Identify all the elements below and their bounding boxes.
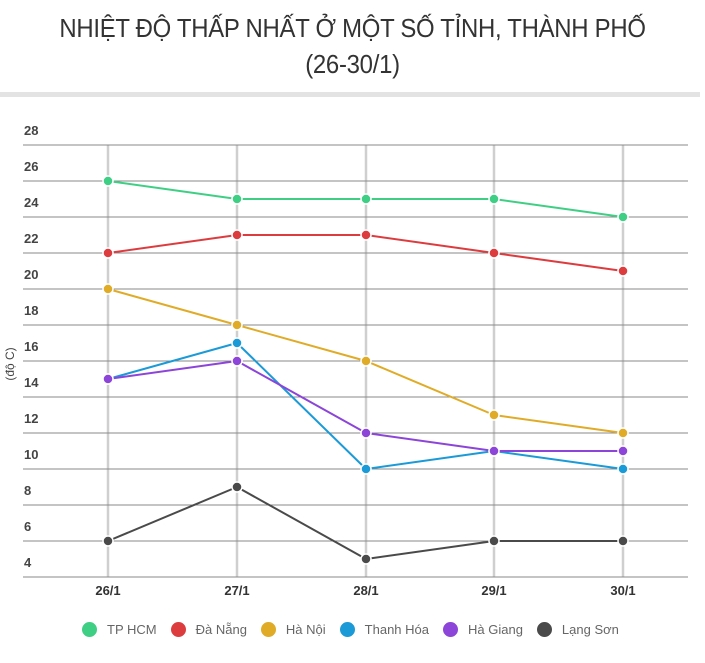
legend-item[interactable]: Thanh Hóa [339, 622, 429, 637]
legend-marker-icon [443, 622, 458, 637]
data-point[interactable] [617, 445, 629, 457]
legend-marker-icon [170, 622, 186, 637]
legend-label: Đà Nẵng [195, 622, 247, 637]
data-point[interactable] [360, 463, 372, 475]
legend-label: Lạng Sơn [561, 622, 619, 637]
data-point[interactable] [488, 247, 500, 259]
legend-label: Thanh Hóa [364, 622, 429, 637]
series-hà-giang [102, 355, 629, 457]
legend-label: TP HCM [107, 622, 157, 637]
data-point[interactable] [102, 247, 114, 259]
series-tp-hcm [102, 175, 629, 223]
y-tick-label: 18 [24, 303, 38, 318]
x-tick-label: 29/1 [481, 583, 506, 598]
data-point[interactable] [488, 445, 500, 457]
data-point[interactable] [102, 373, 114, 385]
y-tick-label: 20 [24, 267, 38, 282]
data-point[interactable] [102, 283, 114, 295]
chart-title: NHIỆT ĐỘ THẤP NHẤT Ở MỘT SỐ TỈNH, THÀNH … [28, 10, 677, 82]
data-point[interactable] [617, 211, 629, 223]
legend-label: Hà Giang [468, 622, 523, 637]
legend-item[interactable]: Lạng Sơn [536, 622, 619, 637]
data-point[interactable] [488, 535, 500, 547]
data-point[interactable] [488, 409, 500, 421]
x-axis-ticks: 26/1 27/1 28/1 29/1 30/1 [95, 583, 635, 598]
x-tick-label: 28/1 [353, 583, 378, 598]
horizontal-gridlines [23, 144, 688, 578]
legend-marker-icon [339, 622, 355, 637]
series-hà-nội [102, 283, 629, 439]
series-lạng-sơn [102, 481, 629, 565]
y-tick-label: 10 [24, 447, 38, 462]
chart-title-line1: NHIỆT ĐỘ THẤP NHẤT Ở MỘT SỐ TỈNH, THÀNH … [59, 13, 646, 43]
x-tick-label: 27/1 [224, 583, 249, 598]
legend-marker-icon [536, 622, 552, 637]
chart-legend: TP HCM Đà Nẵng Hà Nội Thanh Hóa Hà Giang Lạng… [82, 622, 633, 637]
y-tick-label: 4 [24, 555, 32, 570]
y-axis-label: (độ C) [3, 347, 17, 380]
series-lines [102, 175, 629, 565]
y-tick-label: 8 [24, 483, 31, 498]
data-point[interactable] [231, 319, 243, 331]
legend-item[interactable]: Đà Nẵng [170, 622, 247, 637]
legend-item[interactable]: TP HCM [82, 622, 157, 637]
data-point[interactable] [231, 229, 243, 241]
data-point[interactable] [102, 535, 114, 547]
data-point[interactable] [360, 553, 372, 565]
data-point[interactable] [102, 175, 114, 187]
y-tick-label: 16 [24, 339, 38, 354]
title-divider [0, 92, 700, 97]
x-tick-label: 30/1 [610, 583, 635, 598]
data-point[interactable] [231, 481, 243, 493]
data-point[interactable] [360, 229, 372, 241]
y-tick-label: 14 [24, 375, 39, 390]
legend-label: Hà Nội [285, 622, 326, 637]
series-đà-nẵng [102, 229, 629, 277]
y-axis-ticks: 4 6 8 10 12 14 16 18 20 22 24 26 28 [24, 123, 39, 570]
data-point[interactable] [360, 193, 372, 205]
data-point[interactable] [360, 427, 372, 439]
data-point[interactable] [360, 355, 372, 367]
chart-title-line2: (26-30/1) [305, 49, 400, 79]
y-tick-label: 6 [24, 519, 31, 534]
y-tick-label: 24 [24, 195, 39, 210]
legend-marker-icon [82, 622, 97, 637]
y-tick-label: 28 [24, 123, 38, 138]
legend-marker-icon [260, 622, 276, 637]
y-tick-label: 26 [24, 159, 38, 174]
data-point[interactable] [617, 427, 629, 439]
legend-item[interactable]: Hà Nội [260, 622, 326, 637]
data-point[interactable] [231, 355, 243, 367]
data-point[interactable] [617, 463, 629, 475]
legend-item[interactable]: Hà Giang [443, 622, 523, 637]
x-tick-label: 26/1 [95, 583, 120, 598]
data-point[interactable] [617, 535, 629, 547]
data-point[interactable] [231, 193, 243, 205]
y-tick-label: 22 [24, 231, 38, 246]
data-point[interactable] [617, 265, 629, 277]
data-point[interactable] [488, 193, 500, 205]
y-tick-label: 12 [24, 411, 38, 426]
data-point[interactable] [231, 337, 243, 349]
